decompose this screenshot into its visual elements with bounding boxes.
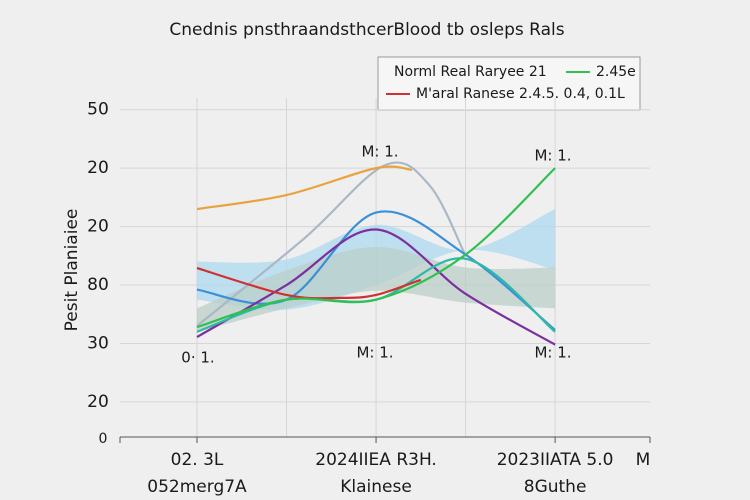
- annotation: M: 1.: [534, 344, 571, 362]
- legend-label: M'aral Ranese 2.4.5. 0.4, 0.1L: [416, 86, 625, 102]
- annotation: 0· 1.: [181, 349, 214, 367]
- origin-label: 0: [99, 431, 108, 447]
- annotation: M: 1.: [534, 147, 571, 165]
- line: [196, 167, 556, 329]
- line: [196, 228, 556, 346]
- y-tick-label: 50: [87, 100, 109, 120]
- chart-title: Cnednis pnsthraandsthcerBlood tb osleps …: [169, 20, 564, 40]
- y-tick-label: 20: [87, 158, 109, 178]
- line: [196, 161, 467, 327]
- annotation: M: 1.: [356, 344, 393, 362]
- y-axis-label: Pesit Planiaiee: [62, 209, 82, 332]
- annotation: M: 1.: [361, 143, 398, 161]
- line: [196, 210, 556, 331]
- x-tick-label: 2023IIATA 5.0: [497, 450, 614, 470]
- x-tick-label: 052merg7A: [147, 477, 247, 497]
- legend-box: [377, 56, 641, 111]
- band: [196, 247, 556, 332]
- legend-note: 2.45e: [596, 64, 636, 80]
- x-tick-label: 8Guthe: [524, 477, 587, 497]
- x-end-label: M: [636, 450, 651, 470]
- y-tick-label: 20: [87, 392, 109, 412]
- legend-label: Norml Real Raryee 21: [394, 64, 547, 80]
- line: [196, 165, 412, 211]
- x-tick-label: 2024IIEA R3H.: [315, 450, 437, 470]
- y-tick-label: 20: [87, 217, 109, 237]
- x-tick-label: 02. 3L: [171, 450, 224, 470]
- x-tick-label: Klainese: [340, 477, 412, 497]
- y-tick-label: 30: [87, 333, 109, 353]
- y-tick-label: 80: [87, 275, 109, 295]
- line: [196, 267, 422, 300]
